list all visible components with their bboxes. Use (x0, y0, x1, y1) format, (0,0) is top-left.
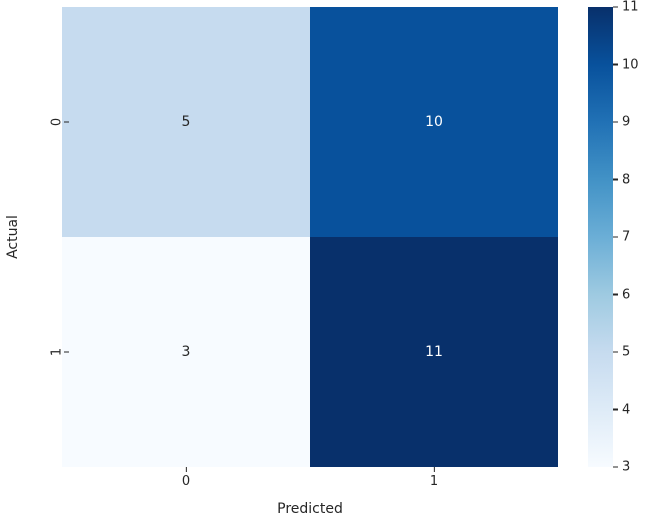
colorbar-tick-label: 9 (622, 114, 631, 130)
tick-mark (613, 63, 618, 66)
y-axis-label: Actual (5, 215, 21, 259)
y-tick-label-1: 1 (49, 347, 65, 357)
colorbar-tick-label: 8 (622, 172, 631, 187)
cell-value-r0c0: 5 (181, 114, 191, 130)
colorbar-tick: 10 (613, 58, 639, 71)
tick-mark (613, 236, 618, 238)
tick-mark (185, 467, 187, 472)
y-tick-1: 1 (49, 346, 70, 359)
colorbar-tick-label: 5 (622, 344, 631, 360)
tick-mark (64, 351, 70, 353)
tick-mark (64, 121, 70, 123)
colorbar-tick-label: 11 (622, 0, 639, 15)
colorbar-gradient (588, 7, 613, 467)
tick-mark (433, 467, 435, 472)
tick-mark (613, 6, 618, 8)
colorbar-tick: 5 (613, 346, 630, 359)
colorbar-tick-label: 6 (622, 287, 631, 302)
x-tick-label-1: 1 (429, 474, 439, 489)
colorbar-tick: 9 (613, 116, 630, 129)
tick-mark (613, 293, 618, 296)
x-tick-label-0: 0 (181, 474, 191, 489)
cell-value-r1c0: 3 (181, 344, 191, 360)
tick-mark (613, 121, 618, 123)
tick-mark (613, 351, 618, 353)
y-tick-label-0: 0 (49, 117, 65, 127)
y-tick-0: 0 (49, 116, 70, 129)
colorbar: 11 10 9 8 7 6 (588, 1, 639, 474)
heatmap-plot-area: 5 10 3 11 (62, 7, 558, 467)
tick-mark (613, 178, 618, 181)
colorbar-tick-label: 10 (622, 57, 639, 72)
x-tick-1: 1 (430, 467, 438, 488)
tick-mark (613, 466, 618, 468)
colorbar-tick: 7 (613, 231, 630, 244)
colorbar-tick-label: 7 (622, 229, 631, 245)
x-tick-0: 0 (182, 467, 190, 488)
colorbar-tick-label: 3 (622, 459, 631, 475)
colorbar-tick: 6 (613, 288, 630, 301)
heatmap-cell-r0c0: 5 (62, 7, 310, 237)
colorbar-tick-label: 4 (622, 402, 631, 417)
cell-value-r0c1: 10 (425, 114, 443, 130)
colorbar-tick: 11 (613, 1, 639, 14)
tick-mark (613, 408, 618, 411)
heatmap-cell-r0c1: 10 (310, 7, 558, 237)
heatmap-cell-r1c0: 3 (62, 237, 310, 467)
colorbar-tick: 4 (613, 403, 630, 416)
heatmap-cell-r1c1: 11 (310, 237, 558, 467)
colorbar-ticks: 11 10 9 8 7 6 (613, 1, 653, 474)
colorbar-tick: 8 (613, 173, 630, 186)
colorbar-tick: 3 (613, 461, 630, 474)
x-axis-label: Predicted (277, 501, 343, 517)
cell-value-r1c1: 11 (425, 344, 443, 360)
